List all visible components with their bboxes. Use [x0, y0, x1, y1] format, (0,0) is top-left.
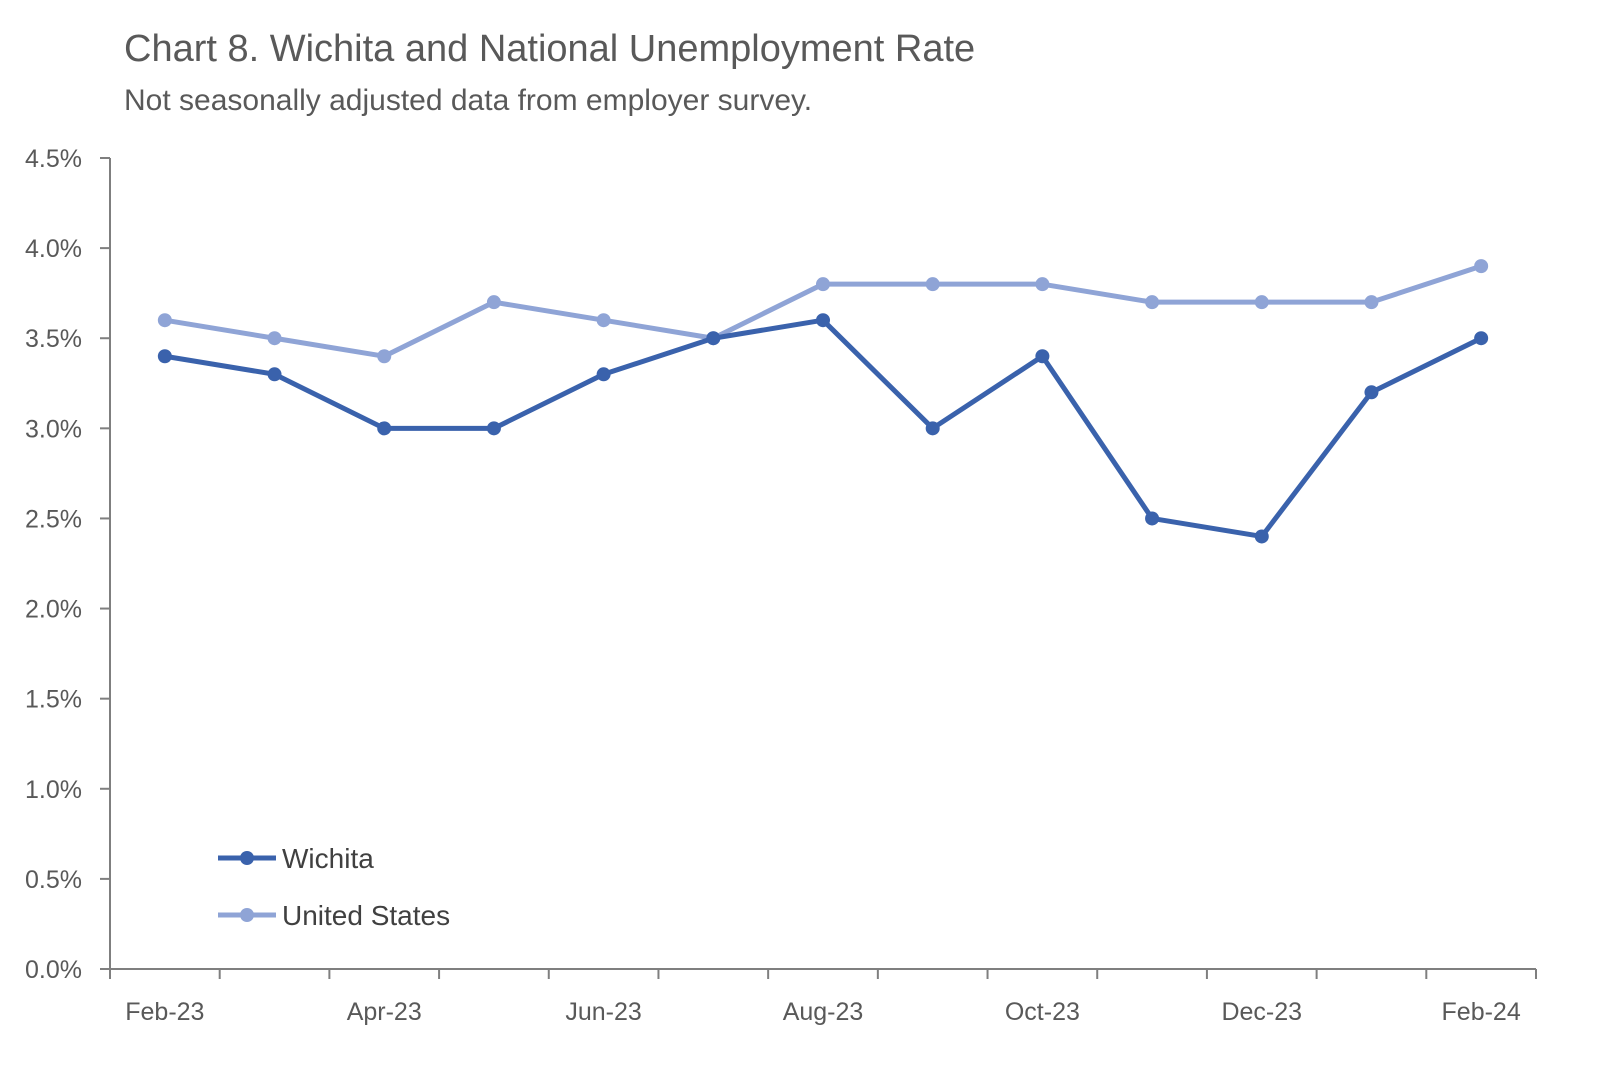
- legend-label: United States: [282, 900, 450, 931]
- x-tick-label: Feb-23: [125, 998, 204, 1026]
- legend-item-wichita: Wichita: [218, 843, 374, 874]
- data-point-wichita: [1364, 385, 1379, 400]
- x-tick-label: Jun-23: [565, 998, 641, 1026]
- data-point-wichita: [267, 367, 282, 382]
- data-point-wichita: [816, 313, 830, 328]
- y-tick-label: 2.0%: [25, 596, 82, 624]
- data-point-united-states: [925, 277, 940, 292]
- data-point-united-states: [486, 295, 501, 310]
- data-point-united-states: [267, 331, 282, 346]
- legend-label: Wichita: [282, 843, 374, 874]
- legend-swatch-marker: [240, 908, 254, 922]
- x-tick-label: Dec-23: [1221, 998, 1302, 1026]
- data-point-united-states: [1474, 259, 1489, 274]
- x-tick-label: Aug-23: [783, 998, 864, 1026]
- data-point-united-states: [816, 277, 830, 292]
- chart-title: Chart 8. Wichita and National Unemployme…: [124, 28, 976, 70]
- data-point-united-states: [1254, 295, 1269, 310]
- chart-legend: Wichita United States: [218, 843, 450, 931]
- y-tick-label: 4.0%: [25, 235, 82, 263]
- data-point-united-states: [1035, 277, 1050, 292]
- y-tick-label: 3.0%: [25, 415, 82, 443]
- data-point-wichita: [377, 421, 392, 436]
- y-tick-label: 1.5%: [25, 686, 82, 714]
- series-wichita: [157, 313, 1489, 544]
- y-tick-label: 0.5%: [25, 866, 82, 894]
- chart-axes: [100, 157, 1537, 979]
- y-tick-label: 4.5%: [25, 145, 82, 173]
- data-point-wichita: [706, 331, 721, 346]
- data-point-wichita: [1035, 349, 1050, 364]
- x-axis-labels: Feb-23 Apr-23 Jun-23 Aug-23 Oct-23 Dec-23 Feb-…: [125, 998, 1521, 1026]
- y-axis-labels: 0.0% 0.5% 1.0% 1.5% 2.0% 2.5% 3.0% 3.5% 4.0% 4.5%: [25, 145, 82, 984]
- data-point-united-states: [377, 349, 392, 364]
- series-united-states: [157, 259, 1489, 364]
- data-point-wichita: [1145, 511, 1160, 526]
- y-tick-label: 3.5%: [25, 325, 82, 353]
- data-point-wichita: [596, 367, 611, 382]
- chart-subtitle: Not seasonally adjusted data from employ…: [124, 84, 813, 117]
- data-point-united-states: [596, 313, 611, 328]
- y-tick-label: 2.5%: [25, 505, 82, 533]
- chart-series: [157, 259, 1489, 544]
- data-point-wichita: [1254, 529, 1269, 544]
- data-point-united-states: [157, 313, 172, 328]
- legend-item-united-states: United States: [218, 900, 450, 931]
- data-point-united-states: [1364, 295, 1379, 310]
- data-point-united-states: [1145, 295, 1160, 310]
- data-point-wichita: [925, 421, 940, 436]
- x-tick-label: Apr-23: [347, 998, 422, 1026]
- data-point-wichita: [1474, 331, 1489, 346]
- y-tick-label: 1.0%: [25, 776, 82, 804]
- y-tick-label: 0.0%: [25, 956, 82, 984]
- data-point-wichita: [157, 349, 172, 364]
- data-point-wichita: [486, 421, 501, 436]
- legend-swatch-marker: [240, 851, 254, 865]
- x-tick-label: Oct-23: [1005, 998, 1080, 1026]
- x-tick-label: Feb-24: [1442, 998, 1521, 1026]
